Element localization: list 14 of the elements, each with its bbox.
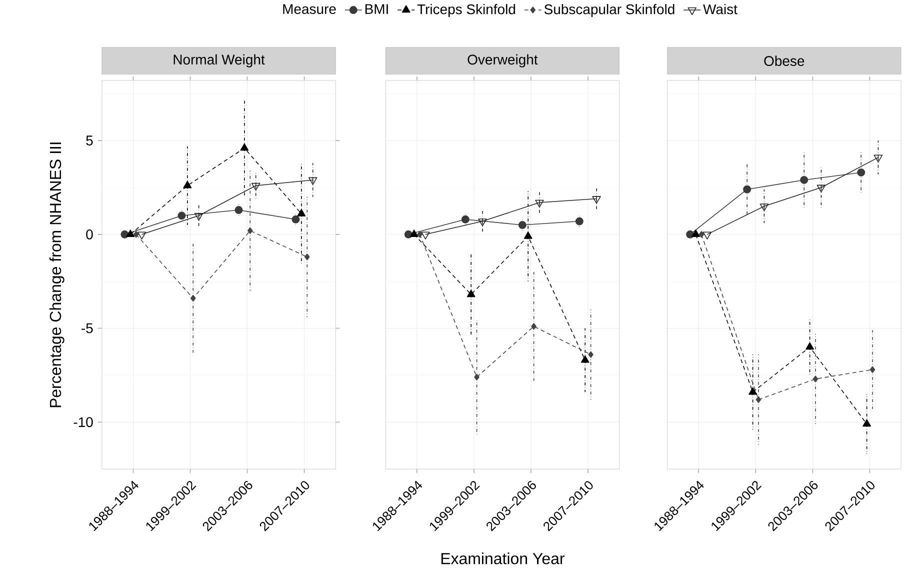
legend-label: Subscapular Skinfold <box>544 4 674 18</box>
legend-label: Triceps Skinfold <box>417 4 516 18</box>
chart-title: Overweight <box>468 54 538 68</box>
legend-title: Measure <box>283 4 336 14</box>
chart-title: Normal Weight <box>174 54 265 68</box>
y-tick-label: 0 <box>86 229 93 240</box>
y-tick-label: 5 <box>86 136 93 146</box>
y-axis-title: Percentage Change from NHANES III <box>49 142 64 408</box>
y-tick-label: -5 <box>82 323 93 334</box>
x-axis-title: Examination Year <box>441 552 565 564</box>
y-tick-label: -10 <box>74 417 93 428</box>
legend-label: BMI <box>365 4 388 14</box>
chart-title: Obese <box>764 56 804 66</box>
legend-label: Waist <box>703 4 738 14</box>
